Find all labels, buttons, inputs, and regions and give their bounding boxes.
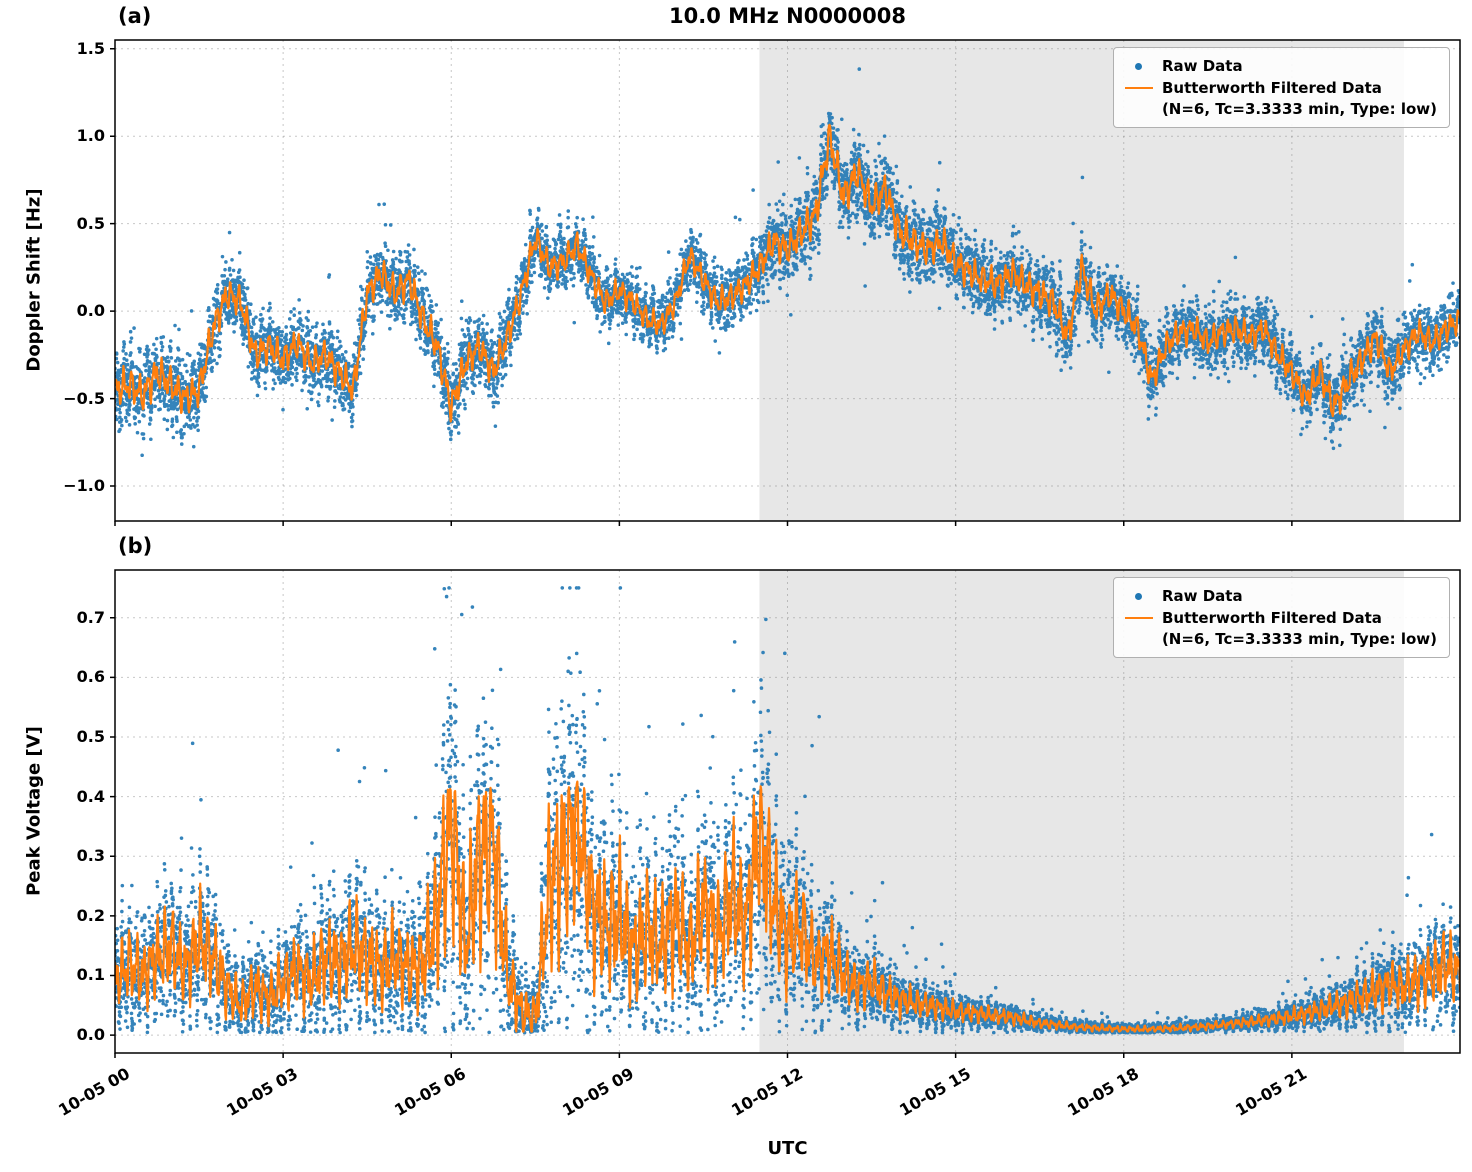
filtered-line-marker-icon — [1124, 87, 1154, 89]
dot-icon — [1135, 592, 1143, 600]
line-icon — [1124, 87, 1153, 89]
legend-filtered-params: (N=6, Tc=3.3333 min, Type: low) — [1161, 100, 1437, 118]
panel-b-label: (b) — [118, 534, 153, 558]
legend-filtered-params: (N=6, Tc=3.3333 min, Type: low) — [1161, 630, 1437, 648]
legend-panel-b: Raw Data Butterworth Filtered Data (N=6,… — [1112, 577, 1450, 658]
y-axis-label-doppler: Doppler Shift [Hz] — [23, 188, 45, 372]
legend-raw-label: Raw Data — [1161, 587, 1243, 605]
legend-raw-row: Raw Data — [1124, 585, 1437, 607]
dot-icon — [1135, 62, 1143, 70]
legend-filtered-row: Butterworth Filtered Data — [1124, 607, 1437, 629]
legend-raw-label: Raw Data — [1161, 57, 1243, 75]
line-icon — [1124, 617, 1153, 619]
legend-panel-a: Raw Data Butterworth Filtered Data (N=6,… — [1112, 47, 1450, 128]
x-axis-label: UTC — [767, 1138, 808, 1159]
y-axis-label-voltage: Peak Voltage [V] — [23, 726, 45, 896]
legend-filtered-label: Butterworth Filtered Data — [1161, 79, 1382, 97]
legend-filtered-label: Butterworth Filtered Data — [1161, 609, 1382, 627]
legend-filtered-row: Butterworth Filtered Data — [1124, 77, 1437, 99]
chart-title: 10.0 MHz N0000008 — [669, 4, 906, 28]
raw-data-marker-icon — [1124, 592, 1154, 600]
filtered-line-marker-icon — [1124, 617, 1154, 619]
raw-data-marker-icon — [1124, 62, 1154, 70]
legend-raw-row: Raw Data — [1124, 55, 1437, 77]
panel-a-label: (a) — [118, 4, 152, 28]
